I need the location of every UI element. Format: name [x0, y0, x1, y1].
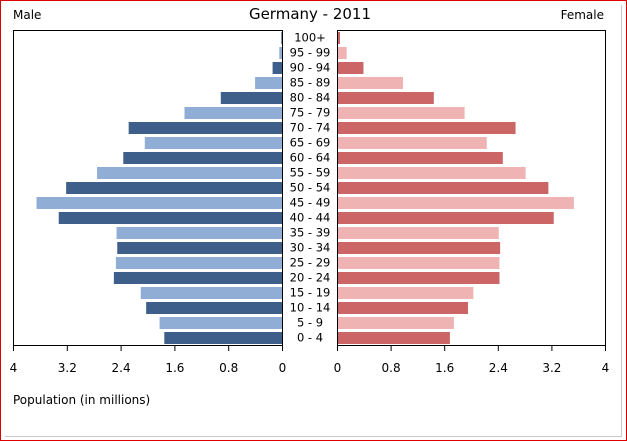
age-group-label: 85 - 89 — [290, 76, 331, 90]
age-group-label: 45 - 49 — [290, 196, 331, 210]
age-group-label: 5 - 9 — [297, 316, 323, 330]
female-bar — [338, 32, 341, 44]
male-bar — [66, 182, 282, 194]
male-bar — [279, 47, 282, 59]
male-bar — [113, 272, 282, 284]
age-group-label: 75 - 79 — [290, 106, 331, 120]
age-group-label: 15 - 19 — [290, 286, 331, 300]
female-bar — [338, 212, 554, 224]
female-bar — [338, 152, 503, 164]
female-axis-tick-label: 0.8 — [382, 361, 401, 375]
female-bar — [338, 107, 465, 119]
male-bar — [220, 92, 282, 104]
female-bar — [338, 242, 501, 254]
male-axis-tick-label: 2.4 — [112, 361, 131, 375]
male-bar — [146, 302, 282, 314]
female-bar — [338, 287, 474, 299]
female-axis-tick-label: 4 — [602, 361, 610, 375]
age-group-label: 65 - 69 — [290, 136, 331, 150]
female-bar — [338, 317, 454, 329]
female-bar — [338, 122, 516, 134]
male-bar — [140, 287, 282, 299]
female-bar — [338, 227, 499, 239]
male-bar — [144, 137, 282, 149]
female-bar — [338, 332, 450, 344]
age-group-label: 60 - 64 — [290, 151, 331, 165]
male-axis-tick-label: 1.6 — [165, 361, 184, 375]
female-bar — [338, 77, 403, 89]
male-bar — [164, 332, 282, 344]
female-axis-tick-label: 1.6 — [435, 361, 454, 375]
female-axis-tick-label: 2.4 — [489, 361, 508, 375]
female-bar — [338, 47, 347, 59]
age-group-label: 30 - 34 — [290, 241, 331, 255]
male-bar — [184, 107, 282, 119]
age-group-label: 100+ — [294, 31, 326, 45]
male-bar — [116, 227, 282, 239]
male-bar — [36, 197, 282, 209]
inner-border — [5, 5, 622, 437]
male-axis-tick-label: 0 — [279, 361, 287, 375]
male-bar — [255, 77, 282, 89]
male-plot-frame — [13, 30, 283, 346]
male-bar — [115, 257, 282, 269]
female-label: Female — [561, 8, 604, 22]
male-bar — [128, 122, 282, 134]
age-group-label: 90 - 94 — [290, 61, 331, 75]
female-bar — [338, 137, 487, 149]
female-plot-frame — [337, 30, 606, 346]
age-group-label: 70 - 74 — [290, 121, 331, 135]
male-axis-tick-label: 3.2 — [58, 361, 77, 375]
age-group-label: 10 - 14 — [290, 301, 331, 315]
male-label: Male — [13, 8, 41, 22]
male-bar — [117, 242, 282, 254]
female-bar — [338, 182, 549, 194]
female-bar — [338, 62, 364, 74]
male-bar — [159, 317, 282, 329]
male-bar — [58, 212, 283, 224]
male-axis-tick-label: 0.8 — [219, 361, 238, 375]
age-group-label: 20 - 24 — [290, 271, 331, 285]
male-bar — [97, 167, 282, 179]
female-axis-tick-label: 3.2 — [542, 361, 561, 375]
age-group-label: 25 - 29 — [290, 256, 331, 270]
age-group-label: 55 - 59 — [290, 166, 331, 180]
age-group-label: 35 - 39 — [290, 226, 331, 240]
male-axis-tick-label: 4 — [10, 361, 18, 375]
female-bar — [338, 197, 574, 209]
age-group-label: 95 - 99 — [290, 46, 331, 60]
female-bar — [338, 257, 500, 269]
male-bar — [281, 32, 282, 44]
female-bar — [338, 92, 434, 104]
female-axis-tick-label: 0 — [334, 361, 342, 375]
male-bar — [123, 152, 282, 164]
age-group-label: 0 - 4 — [297, 331, 323, 345]
female-bar — [338, 302, 468, 314]
female-bar — [338, 167, 526, 179]
x-axis-label: Population (in millions) — [13, 393, 150, 407]
age-group-label: 80 - 84 — [290, 91, 331, 105]
male-bar — [272, 62, 282, 74]
age-group-label: 40 - 44 — [290, 211, 331, 225]
chart-title: Germany - 2011 — [249, 5, 371, 23]
female-bar — [338, 272, 500, 284]
age-group-label: 50 - 54 — [290, 181, 331, 195]
